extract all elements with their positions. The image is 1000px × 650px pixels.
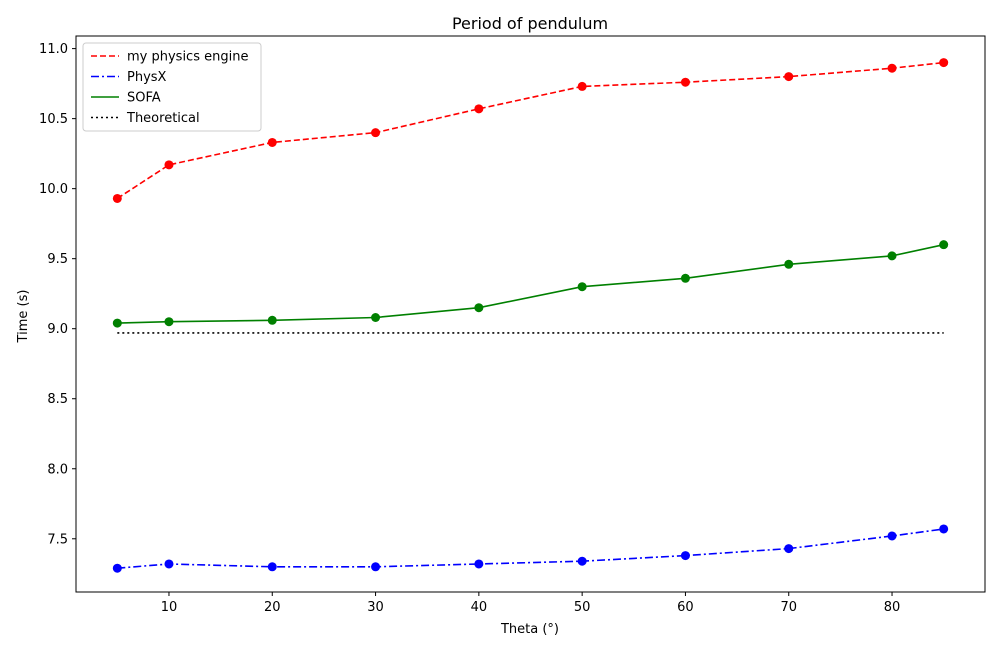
data-point: [887, 531, 897, 541]
data-point: [887, 251, 897, 261]
x-axis-title: Theta (°): [500, 622, 559, 637]
legend-label: SOFA: [127, 91, 161, 106]
data-point: [680, 273, 690, 283]
y-tick-label: 7.5: [47, 532, 68, 547]
axes-frame: [75, 35, 986, 593]
data-point: [371, 313, 381, 323]
y-tick-label: 10.0: [39, 182, 68, 197]
series-physx: [112, 524, 949, 573]
data-point: [680, 551, 690, 561]
x-tick-label: 80: [884, 600, 901, 615]
data-point: [112, 193, 122, 203]
x-tick-label: 60: [677, 600, 694, 615]
y-tick-label: 10.5: [39, 112, 68, 127]
y-tick-label: 11.0: [39, 42, 68, 57]
x-tick-label: 20: [264, 600, 281, 615]
x-tick-label: 10: [161, 600, 178, 615]
data-point: [164, 317, 174, 327]
data-point: [267, 315, 277, 325]
y-axis-title: Time (s): [16, 290, 31, 344]
data-point: [577, 282, 587, 292]
data-point: [474, 559, 484, 569]
series-line: [117, 528, 944, 569]
data-point: [267, 137, 277, 147]
data-point: [164, 160, 174, 170]
series-line: [116, 61, 944, 200]
data-point: [577, 81, 587, 91]
x-tick-label: 50: [574, 600, 591, 615]
y-tick-label: 9.0: [47, 322, 68, 337]
legend-box: [82, 42, 262, 132]
x-tick-label: 40: [471, 600, 488, 615]
data-point: [474, 104, 484, 114]
data-point: [939, 524, 949, 534]
data-point: [164, 559, 174, 569]
series-my-physics-engine: [112, 58, 949, 203]
data-point: [784, 72, 794, 82]
data-point: [371, 562, 381, 572]
y-tick-label: 8.0: [47, 462, 68, 477]
series-layer: [112, 58, 949, 573]
data-point: [784, 544, 794, 554]
data-point: [371, 128, 381, 138]
y-tick-label: 9.5: [47, 252, 68, 267]
legend: my physics engine PhysX SOFA Theoretical: [82, 42, 262, 132]
series-line: [117, 243, 944, 324]
x-tick-label: 70: [780, 600, 797, 615]
series-sofa: [112, 240, 949, 328]
data-point: [939, 58, 949, 68]
y-tick-label: 8.5: [47, 392, 68, 407]
data-point: [939, 240, 949, 250]
data-point: [267, 562, 277, 572]
x-tick-label: 30: [367, 600, 384, 615]
data-point: [887, 63, 897, 73]
data-point: [112, 563, 122, 573]
data-point: [577, 556, 587, 566]
data-point: [784, 259, 794, 269]
legend-label: PhysX: [127, 70, 167, 85]
axes: 10 20 30 40 50 60 70 80 7.5 8.0 8.5 9.0 9.5 10.0 10.5 1…: [39, 35, 986, 615]
data-point: [112, 318, 122, 328]
legend-label: my physics engine: [127, 50, 248, 65]
data-point: [680, 77, 690, 87]
data-point: [474, 303, 484, 313]
chart-title: Period of pendulum: [452, 14, 608, 33]
legend-label: Theoretical: [126, 111, 200, 126]
